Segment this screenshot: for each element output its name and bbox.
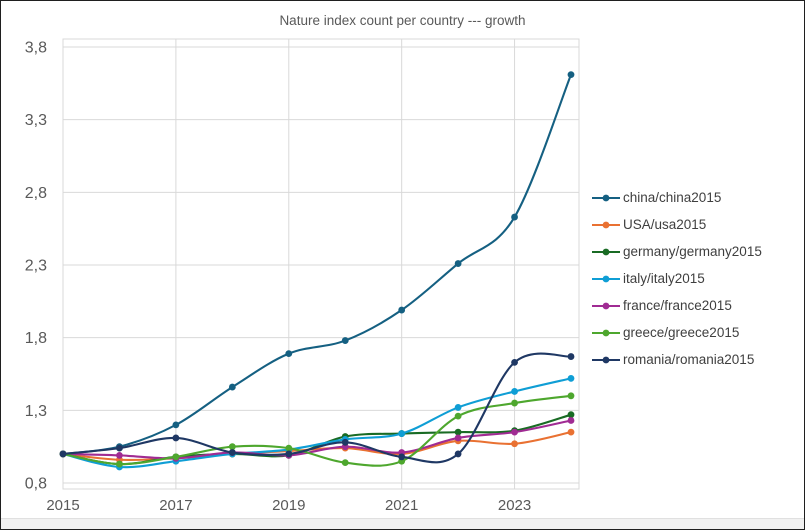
bottom-strip	[1, 518, 804, 529]
data-point-germany[interactable]	[454, 428, 462, 436]
x-axis-tick-label: 2021	[385, 497, 418, 514]
data-point-greece[interactable]	[341, 459, 349, 467]
series-line-USA[interactable]	[61, 431, 573, 462]
data-point-romania[interactable]	[567, 353, 575, 360]
data-point-romania[interactable]	[172, 434, 180, 442]
chart-legend: china/china2015 USA/usa2015 germany/german…	[592, 184, 762, 373]
data-point-china[interactable]	[341, 337, 349, 344]
data-point-greece[interactable]	[454, 412, 462, 420]
data-point-romania[interactable]	[511, 358, 518, 366]
legend-item-italy[interactable]: italy/italy2015	[592, 265, 762, 292]
data-point-china[interactable]	[398, 306, 406, 314]
legend-label: china/china2015	[623, 190, 722, 205]
data-point-USA[interactable]	[567, 428, 575, 436]
data-point-greece[interactable]	[116, 460, 123, 468]
data-point-romania[interactable]	[116, 444, 123, 452]
legend-label: france/france2015	[623, 298, 732, 313]
data-point-china[interactable]	[454, 260, 462, 267]
data-point-romania[interactable]	[341, 438, 349, 446]
y-axis-tick-label: 3,3	[25, 112, 47, 129]
legend-item-greece[interactable]: greece/greece2015	[592, 319, 762, 346]
series-line-china[interactable]	[61, 73, 573, 455]
legend-item-china[interactable]: china/china2015	[592, 184, 762, 211]
legend-marker-icon	[592, 248, 620, 255]
legend-item-germany[interactable]: germany/germany2015	[592, 238, 762, 265]
series-line-romania[interactable]	[61, 352, 573, 464]
data-point-china[interactable]	[228, 383, 236, 391]
data-point-greece[interactable]	[567, 392, 575, 400]
x-axis-tick-label: 2019	[272, 497, 305, 514]
data-point-romania[interactable]	[59, 450, 67, 458]
data-point-romania[interactable]	[285, 450, 293, 458]
series-line-france[interactable]	[61, 419, 573, 460]
legend-label: germany/germany2015	[623, 244, 762, 259]
data-point-romania[interactable]	[228, 449, 236, 456]
legend-marker-icon	[592, 275, 620, 282]
legend-marker-icon	[592, 329, 620, 336]
legend-marker-icon	[592, 302, 620, 309]
legend-marker-icon	[592, 356, 620, 363]
x-axis-tick-label: 2023	[498, 497, 531, 514]
x-axis-tick-label: 2017	[159, 497, 192, 514]
data-point-greece[interactable]	[285, 444, 293, 452]
data-point-romania[interactable]	[454, 450, 462, 458]
chart-title: Nature index count per country --- growt…	[279, 13, 526, 28]
data-point-france[interactable]	[116, 451, 123, 459]
legend-label: italy/italy2015	[623, 271, 705, 286]
legend-label: romania/romania2015	[623, 352, 755, 367]
data-point-italy[interactable]	[567, 374, 575, 382]
legend-item-france[interactable]: france/france2015	[592, 292, 762, 319]
data-point-china[interactable]	[172, 421, 180, 429]
y-axis-tick-label: 3,8	[25, 40, 47, 57]
y-axis-tick-label: 2,8	[25, 185, 47, 202]
legend-item-romania[interactable]: romania/romania2015	[592, 346, 762, 373]
legend-item-USA[interactable]: USA/usa2015	[592, 211, 762, 238]
data-point-italy[interactable]	[398, 430, 406, 437]
legend-label: USA/usa2015	[623, 217, 707, 232]
data-point-USA[interactable]	[511, 440, 518, 448]
data-point-italy[interactable]	[454, 404, 462, 411]
series-line-italy[interactable]	[61, 377, 573, 469]
y-axis-tick-label: 1,8	[25, 330, 47, 347]
data-point-greece[interactable]	[172, 453, 180, 461]
data-point-china[interactable]	[511, 213, 518, 221]
y-axis-tick-label: 0,8	[25, 476, 47, 493]
data-point-france[interactable]	[511, 428, 518, 436]
data-point-italy[interactable]	[511, 388, 518, 395]
x-axis-tick-label: 2015	[46, 497, 79, 514]
data-point-greece[interactable]	[511, 399, 518, 407]
data-point-germany[interactable]	[567, 411, 575, 419]
y-axis-tick-label: 1,3	[25, 403, 47, 420]
data-point-france[interactable]	[567, 417, 575, 424]
data-point-greece[interactable]	[228, 443, 236, 451]
plot-border	[62, 38, 580, 490]
data-point-china[interactable]	[567, 71, 575, 79]
y-axis-tick-label: 2,3	[25, 258, 47, 275]
legend-marker-icon	[592, 194, 620, 201]
legend-label: greece/greece2015	[623, 325, 740, 340]
data-point-romania[interactable]	[398, 453, 406, 461]
data-point-france[interactable]	[454, 434, 462, 442]
data-point-china[interactable]	[285, 350, 293, 358]
legend-marker-icon	[592, 221, 620, 228]
series-line-greece[interactable]	[61, 394, 573, 467]
